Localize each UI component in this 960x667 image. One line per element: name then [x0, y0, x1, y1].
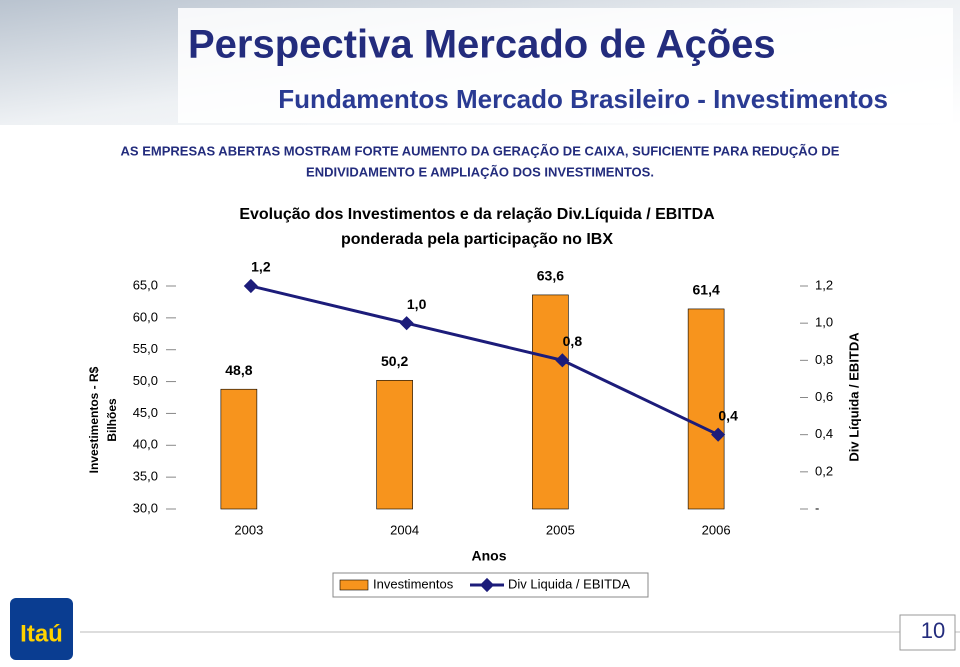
logo-box	[10, 598, 73, 660]
body-text: ENDIVIDAMENTO E AMPLIAÇÃO DOS INVESTIMEN…	[306, 164, 654, 179]
line-marker	[243, 278, 258, 294]
body-text: AS EMPRESAS ABERTAS MOSTRAM FORTE AUMENT…	[121, 143, 840, 158]
line-marker	[399, 316, 414, 331]
logo: Itaú	[20, 620, 63, 647]
line	[250, 284, 719, 437]
slide-subtitle: Fundamentos Mercado Brasileiro - Investi…	[278, 84, 888, 114]
y-tick-label: 40,0	[133, 437, 158, 452]
y2-axis-label: Div Líquida / EBITDA	[846, 332, 861, 462]
y2-tick-label: 0,2	[815, 463, 833, 478]
y2-tick-label: 0,8	[815, 352, 833, 367]
x-tick-label: 2005	[546, 522, 575, 537]
y-tick-label: 60,0	[133, 309, 158, 324]
x-tick-label: 2006	[702, 522, 731, 537]
y2-tick-label: -	[815, 500, 819, 515]
y-axis-label: Investimentos - R$	[87, 366, 101, 473]
y-tick-label: 50,0	[133, 373, 158, 388]
line-value-label: 0,8	[563, 333, 583, 349]
line-value-label: 1,0	[407, 296, 427, 312]
bar-value-label: 63,6	[537, 268, 564, 284]
legend-label: Investimentos	[373, 576, 454, 591]
chart-title: Evolução dos Investimentos e da relação …	[239, 206, 715, 223]
chart-subtitle: ponderada pela participação no IBX	[341, 231, 613, 248]
page-number-box	[899, 614, 956, 651]
bar	[687, 308, 725, 510]
legend-swatch	[339, 579, 369, 591]
line-value-label: 0,4	[718, 407, 738, 423]
y-axis-label: Bilhões	[105, 398, 119, 442]
page-number: 10	[921, 618, 945, 643]
line-marker	[711, 427, 726, 442]
x-tick-label: 2003	[234, 522, 263, 537]
bar-value-label: 50,2	[381, 353, 408, 369]
bar	[220, 388, 258, 510]
y2-tick-label: 1,2	[815, 277, 833, 292]
header-panel	[178, 8, 953, 123]
y-tick-label: 65,0	[133, 277, 158, 292]
line-value-label: 1,2	[251, 259, 271, 275]
y-tick-label: 55,0	[133, 341, 158, 356]
bar	[532, 294, 569, 510]
bar-value-label: 61,4	[693, 282, 720, 298]
x-tick-label: 2004	[390, 522, 419, 537]
y-tick-label: 45,0	[133, 405, 158, 420]
y2-tick-label: 0,6	[815, 389, 833, 404]
y-tick-label: 30,0	[133, 500, 158, 515]
y-tick-label: 35,0	[133, 469, 158, 484]
y2-tick-label: 0,4	[815, 426, 833, 441]
legend-swatch	[479, 577, 495, 593]
bar	[376, 379, 413, 510]
slide-title: Perspectiva Mercado de Ações	[188, 23, 776, 67]
y2-tick-label: 1,0	[815, 315, 833, 330]
x-axis-label: Anos	[472, 548, 507, 564]
chart: Evolução dos Investimentos e da relação …	[87, 206, 861, 598]
legend-label: Div Liquida / EBITDA	[508, 576, 630, 591]
line-marker	[555, 353, 570, 368]
bar-value-label: 48,8	[225, 362, 252, 378]
